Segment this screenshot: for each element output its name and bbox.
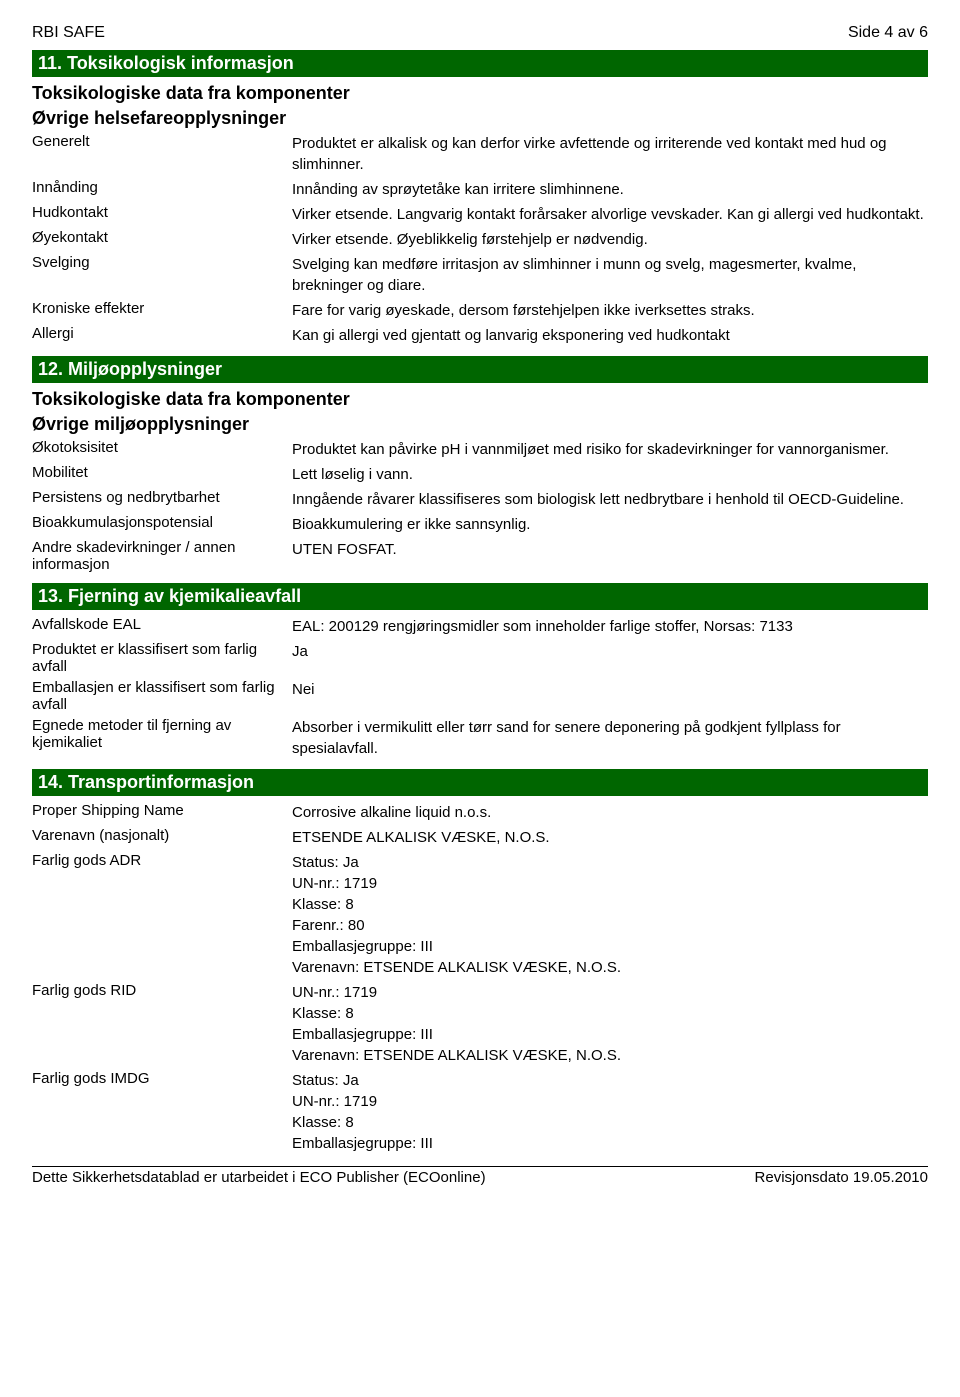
row-value: Kan gi allergi ved gjentatt og lanvarig … bbox=[292, 323, 928, 348]
data-row: Andre skadevirkninger / annen informasjo… bbox=[32, 537, 928, 575]
row-value: Status: JaUN-nr.: 1719Klasse: 8Emballasj… bbox=[292, 1068, 928, 1156]
section-13-title: 13. Fjerning av kjemikalieavfall bbox=[32, 583, 928, 610]
section-14-title: 14. Transportinformasjon bbox=[32, 769, 928, 796]
row-label: Produktet er klassifisert som farlig avf… bbox=[32, 639, 292, 677]
data-row: Persistens og nedbrytbarhetInngående råv… bbox=[32, 487, 928, 512]
data-row: Farlig gods ADRStatus: JaUN-nr.: 1719Kla… bbox=[32, 850, 928, 980]
section-14-rows: Proper Shipping NameCorrosive alkaline l… bbox=[32, 800, 928, 1156]
row-label: Innånding bbox=[32, 177, 292, 202]
section-12-sub1: Toksikologiske data fra komponenter bbox=[32, 387, 928, 412]
footer-right: Revisjonsdato 19.05.2010 bbox=[755, 1169, 928, 1186]
section-11-sub1: Toksikologiske data fra komponenter bbox=[32, 81, 928, 106]
data-row: Emballasjen er klassifisert som farlig a… bbox=[32, 677, 928, 715]
row-label: Øyekontakt bbox=[32, 227, 292, 252]
row-label: Emballasjen er klassifisert som farlig a… bbox=[32, 677, 292, 715]
section-13-rows: Avfallskode EALEAL: 200129 rengjøringsmi… bbox=[32, 614, 928, 761]
data-row: ØyekontaktVirker etsende. Øyeblikkelig f… bbox=[32, 227, 928, 252]
row-value: Produktet er alkalisk og kan derfor virk… bbox=[292, 131, 928, 177]
section-12-rows: ØkotoksisitetProduktet kan påvirke pH i … bbox=[32, 437, 928, 575]
data-row: Farlig gods RIDUN-nr.: 1719Klasse: 8Emba… bbox=[32, 980, 928, 1068]
footer-divider bbox=[32, 1166, 928, 1167]
row-label: Avfallskode EAL bbox=[32, 614, 292, 639]
row-value: Status: JaUN-nr.: 1719Klasse: 8Farenr.: … bbox=[292, 850, 928, 980]
row-label: Farlig gods ADR bbox=[32, 850, 292, 980]
page-footer: Dette Sikkerhetsdatablad er utarbeidet i… bbox=[32, 1169, 928, 1186]
row-label: Økotoksisitet bbox=[32, 437, 292, 462]
section-11-title: 11. Toksikologisk informasjon bbox=[32, 50, 928, 77]
row-value: Fare for varig øyeskade, dersom førstehj… bbox=[292, 298, 928, 323]
row-label: Proper Shipping Name bbox=[32, 800, 292, 825]
row-value: Innånding av sprøytetåke kan irritere sl… bbox=[292, 177, 928, 202]
section-11-rows: GenereltProduktet er alkalisk og kan der… bbox=[32, 131, 928, 348]
data-row: BioakkumulasjonspotensialBioakkumulering… bbox=[32, 512, 928, 537]
row-label: Hudkontakt bbox=[32, 202, 292, 227]
section-12-title: 12. Miljøopplysninger bbox=[32, 356, 928, 383]
row-value: Lett løselig i vann. bbox=[292, 462, 928, 487]
row-label: Farlig gods IMDG bbox=[32, 1068, 292, 1156]
row-label: Farlig gods RID bbox=[32, 980, 292, 1068]
row-value: Bioakkumulering er ikke sannsynlig. bbox=[292, 512, 928, 537]
data-row: InnåndingInnånding av sprøytetåke kan ir… bbox=[32, 177, 928, 202]
section-12-sub2: Øvrige miljøopplysninger bbox=[32, 412, 928, 437]
row-value: Virker etsende. Øyeblikkelig førstehjelp… bbox=[292, 227, 928, 252]
row-value: UTEN FOSFAT. bbox=[292, 537, 928, 575]
row-label: Allergi bbox=[32, 323, 292, 348]
row-value: UN-nr.: 1719Klasse: 8Emballasjegruppe: I… bbox=[292, 980, 928, 1068]
data-row: MobilitetLett løselig i vann. bbox=[32, 462, 928, 487]
row-value: EAL: 200129 rengjøringsmidler som inneho… bbox=[292, 614, 928, 639]
data-row: Avfallskode EALEAL: 200129 rengjøringsmi… bbox=[32, 614, 928, 639]
row-label: Persistens og nedbrytbarhet bbox=[32, 487, 292, 512]
row-label: Varenavn (nasjonalt) bbox=[32, 825, 292, 850]
footer-left: Dette Sikkerhetsdatablad er utarbeidet i… bbox=[32, 1169, 486, 1186]
row-value: Corrosive alkaline liquid n.o.s. bbox=[292, 800, 928, 825]
section-11-sub2: Øvrige helsefareopplysninger bbox=[32, 106, 928, 131]
doc-title: RBI SAFE bbox=[32, 24, 105, 42]
data-row: HudkontaktVirker etsende. Langvarig kont… bbox=[32, 202, 928, 227]
row-value: Produktet kan påvirke pH i vannmiljøet m… bbox=[292, 437, 928, 462]
page-number: Side 4 av 6 bbox=[848, 24, 928, 42]
page-header: RBI SAFE Side 4 av 6 bbox=[32, 24, 928, 42]
row-value: Absorber i vermikulitt eller tørr sand f… bbox=[292, 715, 928, 761]
row-value: Nei bbox=[292, 677, 928, 715]
row-label: Generelt bbox=[32, 131, 292, 177]
row-value: Inngående råvarer klassifiseres som biol… bbox=[292, 487, 928, 512]
data-row: AllergiKan gi allergi ved gjentatt og la… bbox=[32, 323, 928, 348]
data-row: GenereltProduktet er alkalisk og kan der… bbox=[32, 131, 928, 177]
row-label: Kroniske effekter bbox=[32, 298, 292, 323]
row-value: Virker etsende. Langvarig kontakt forårs… bbox=[292, 202, 928, 227]
row-label: Andre skadevirkninger / annen informasjo… bbox=[32, 537, 292, 575]
data-row: Farlig gods IMDGStatus: JaUN-nr.: 1719Kl… bbox=[32, 1068, 928, 1156]
row-value: Ja bbox=[292, 639, 928, 677]
row-label: Svelging bbox=[32, 252, 292, 298]
row-label: Bioakkumulasjonspotensial bbox=[32, 512, 292, 537]
row-value: Svelging kan medføre irritasjon av slimh… bbox=[292, 252, 928, 298]
data-row: Varenavn (nasjonalt)ETSENDE ALKALISK VÆS… bbox=[32, 825, 928, 850]
row-label: Mobilitet bbox=[32, 462, 292, 487]
data-row: Egnede metoder til fjerning av kjemikali… bbox=[32, 715, 928, 761]
row-label: Egnede metoder til fjerning av kjemikali… bbox=[32, 715, 292, 761]
data-row: Produktet er klassifisert som farlig avf… bbox=[32, 639, 928, 677]
data-row: Kroniske effekterFare for varig øyeskade… bbox=[32, 298, 928, 323]
row-value: ETSENDE ALKALISK VÆSKE, N.O.S. bbox=[292, 825, 928, 850]
page-body: RBI SAFE Side 4 av 6 11. Toksikologisk i… bbox=[0, 0, 960, 1210]
data-row: SvelgingSvelging kan medføre irritasjon … bbox=[32, 252, 928, 298]
data-row: ØkotoksisitetProduktet kan påvirke pH i … bbox=[32, 437, 928, 462]
data-row: Proper Shipping NameCorrosive alkaline l… bbox=[32, 800, 928, 825]
